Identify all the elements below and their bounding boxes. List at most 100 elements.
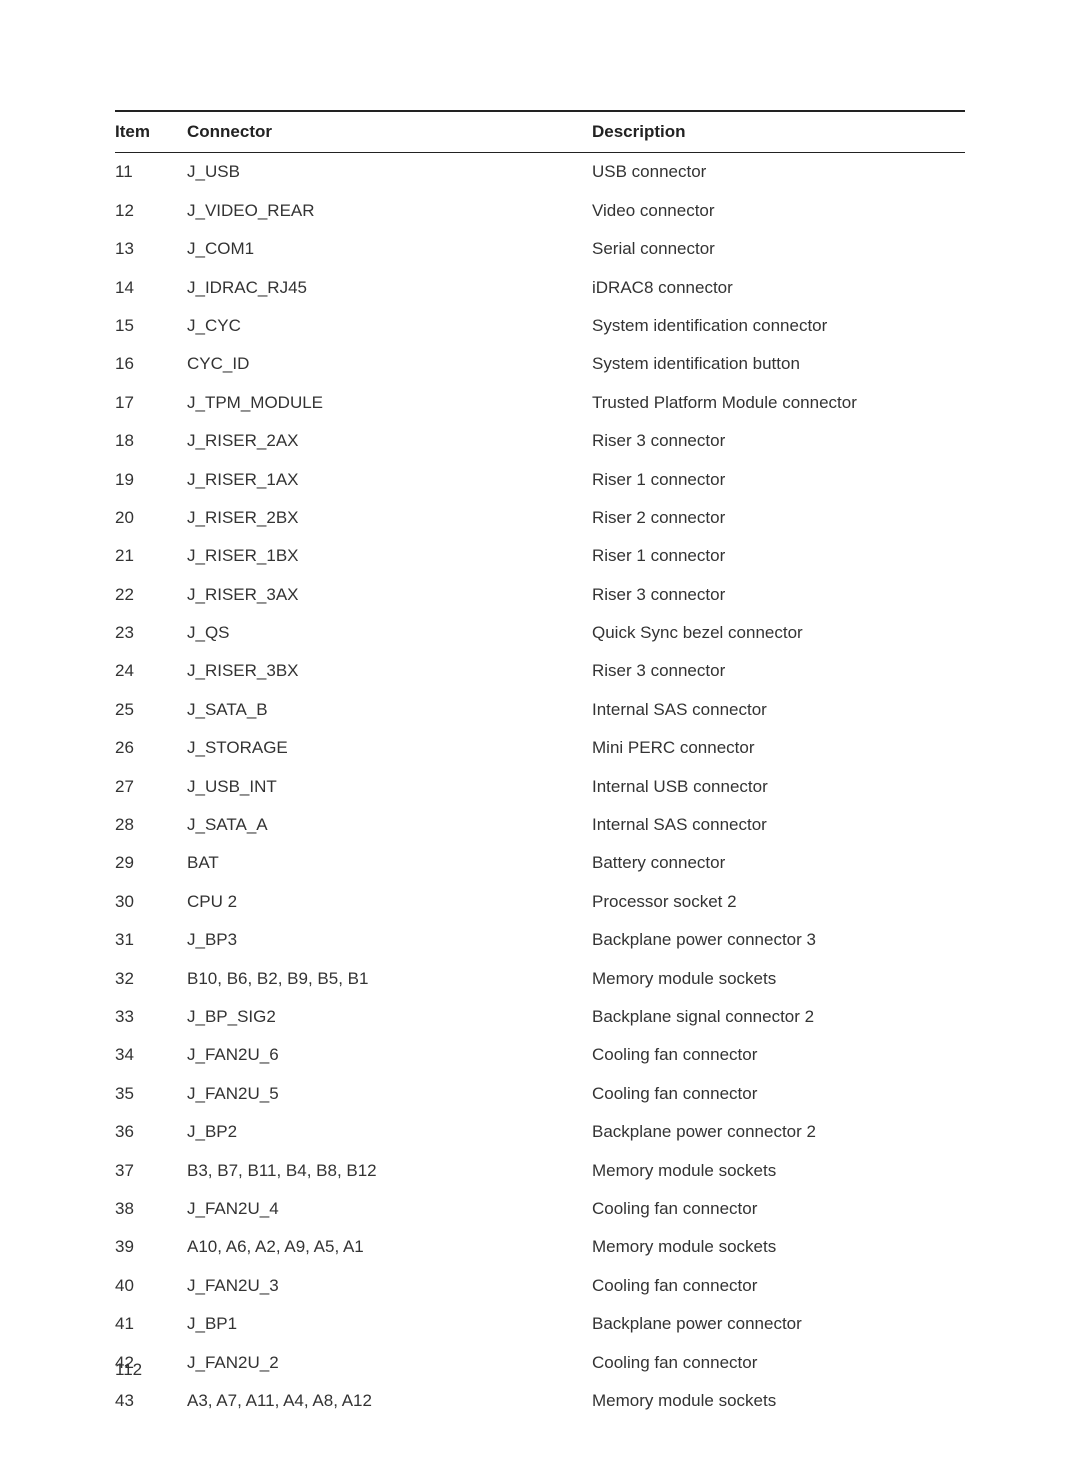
cell-connector: J_IDRAC_RJ45	[187, 269, 592, 307]
cell-item: 32	[115, 960, 187, 998]
table-row: 18J_RISER_2AXRiser 3 connector	[115, 422, 965, 460]
cell-description: Video connector	[592, 192, 965, 230]
header-connector: Connector	[187, 111, 592, 153]
cell-description: iDRAC8 connector	[592, 269, 965, 307]
cell-connector: CPU 2	[187, 883, 592, 921]
table-row: 23J_QSQuick Sync bezel connector	[115, 614, 965, 652]
cell-connector: J_SATA_A	[187, 806, 592, 844]
cell-description: System identification connector	[592, 307, 965, 345]
table-row: 30CPU 2Processor socket 2	[115, 883, 965, 921]
cell-description: Riser 1 connector	[592, 537, 965, 575]
cell-connector: J_RISER_1BX	[187, 537, 592, 575]
page-container: Item Connector Description 11J_USBUSB co…	[0, 0, 1080, 1480]
cell-connector: J_SATA_B	[187, 691, 592, 729]
cell-connector: CYC_ID	[187, 345, 592, 383]
cell-connector: J_BP3	[187, 921, 592, 959]
table-row: 25J_SATA_BInternal SAS connector	[115, 691, 965, 729]
cell-item: 31	[115, 921, 187, 959]
cell-description: System identification button	[592, 345, 965, 383]
table-row: 14J_IDRAC_RJ45iDRAC8 connector	[115, 269, 965, 307]
cell-item: 24	[115, 652, 187, 690]
cell-description: Riser 3 connector	[592, 652, 965, 690]
cell-connector: J_RISER_3AX	[187, 576, 592, 614]
cell-connector: A10, A6, A2, A9, A5, A1	[187, 1228, 592, 1266]
cell-description: Memory module sockets	[592, 1228, 965, 1266]
cell-item: 40	[115, 1267, 187, 1305]
cell-description: Internal USB connector	[592, 768, 965, 806]
table-row: 24J_RISER_3BXRiser 3 connector	[115, 652, 965, 690]
cell-connector: J_FAN2U_4	[187, 1190, 592, 1228]
table-row: 43A3, A7, A11, A4, A8, A12Memory module …	[115, 1382, 965, 1420]
cell-item: 29	[115, 844, 187, 882]
table-row: 15J_CYCSystem identification connector	[115, 307, 965, 345]
table-row: 41J_BP1Backplane power connector	[115, 1305, 965, 1343]
table-row: 26J_STORAGEMini PERC connector	[115, 729, 965, 767]
cell-description: Memory module sockets	[592, 960, 965, 998]
cell-connector: J_FAN2U_3	[187, 1267, 592, 1305]
cell-description: Serial connector	[592, 230, 965, 268]
table-row: 35J_FAN2U_5Cooling fan connector	[115, 1075, 965, 1113]
cell-connector: J_RISER_2BX	[187, 499, 592, 537]
cell-connector: J_BP1	[187, 1305, 592, 1343]
cell-connector: J_QS	[187, 614, 592, 652]
cell-description: Battery connector	[592, 844, 965, 882]
cell-connector: J_RISER_1AX	[187, 461, 592, 499]
cell-description: Internal SAS connector	[592, 691, 965, 729]
cell-description: Riser 3 connector	[592, 422, 965, 460]
cell-item: 17	[115, 384, 187, 422]
table-row: 29BATBattery connector	[115, 844, 965, 882]
table-row: 21J_RISER_1BXRiser 1 connector	[115, 537, 965, 575]
table-row: 16CYC_IDSystem identification button	[115, 345, 965, 383]
cell-item: 20	[115, 499, 187, 537]
header-description: Description	[592, 111, 965, 153]
cell-item: 43	[115, 1382, 187, 1420]
table-row: 17J_TPM_MODULETrusted Platform Module co…	[115, 384, 965, 422]
cell-connector: B10, B6, B2, B9, B5, B1	[187, 960, 592, 998]
table-body: 11J_USBUSB connector12J_VIDEO_REARVideo …	[115, 153, 965, 1420]
table-row: 39A10, A6, A2, A9, A5, A1Memory module s…	[115, 1228, 965, 1266]
cell-connector: J_TPM_MODULE	[187, 384, 592, 422]
table-row: 13J_COM1Serial connector	[115, 230, 965, 268]
table-row: 12J_VIDEO_REARVideo connector	[115, 192, 965, 230]
cell-connector: J_FAN2U_5	[187, 1075, 592, 1113]
table-row: 28J_SATA_AInternal SAS connector	[115, 806, 965, 844]
cell-description: Cooling fan connector	[592, 1036, 965, 1074]
cell-item: 38	[115, 1190, 187, 1228]
cell-description: Quick Sync bezel connector	[592, 614, 965, 652]
cell-item: 25	[115, 691, 187, 729]
connector-table: Item Connector Description 11J_USBUSB co…	[115, 110, 965, 1420]
cell-connector: J_RISER_2AX	[187, 422, 592, 460]
cell-item: 21	[115, 537, 187, 575]
cell-connector: J_STORAGE	[187, 729, 592, 767]
cell-item: 18	[115, 422, 187, 460]
cell-description: Riser 1 connector	[592, 461, 965, 499]
cell-item: 27	[115, 768, 187, 806]
cell-description: Trusted Platform Module connector	[592, 384, 965, 422]
cell-item: 19	[115, 461, 187, 499]
cell-connector: J_BP_SIG2	[187, 998, 592, 1036]
cell-description: Backplane power connector 3	[592, 921, 965, 959]
cell-description: Backplane power connector	[592, 1305, 965, 1343]
cell-connector: J_VIDEO_REAR	[187, 192, 592, 230]
table-row: 38J_FAN2U_4Cooling fan connector	[115, 1190, 965, 1228]
table-row: 20J_RISER_2BXRiser 2 connector	[115, 499, 965, 537]
table-row: 22J_RISER_3AXRiser 3 connector	[115, 576, 965, 614]
table-header: Item Connector Description	[115, 111, 965, 153]
cell-connector: J_RISER_3BX	[187, 652, 592, 690]
cell-item: 23	[115, 614, 187, 652]
table-row: 33J_BP_SIG2Backplane signal connector 2	[115, 998, 965, 1036]
cell-connector: A3, A7, A11, A4, A8, A12	[187, 1382, 592, 1420]
table-row: 40J_FAN2U_3Cooling fan connector	[115, 1267, 965, 1305]
cell-connector: J_USB	[187, 153, 592, 192]
table-row: 34J_FAN2U_6Cooling fan connector	[115, 1036, 965, 1074]
cell-item: 41	[115, 1305, 187, 1343]
cell-item: 14	[115, 269, 187, 307]
cell-item: 36	[115, 1113, 187, 1151]
cell-description: Mini PERC connector	[592, 729, 965, 767]
cell-description: Cooling fan connector	[592, 1190, 965, 1228]
cell-connector: J_CYC	[187, 307, 592, 345]
cell-item: 28	[115, 806, 187, 844]
cell-item: 34	[115, 1036, 187, 1074]
cell-connector: J_USB_INT	[187, 768, 592, 806]
cell-item: 30	[115, 883, 187, 921]
